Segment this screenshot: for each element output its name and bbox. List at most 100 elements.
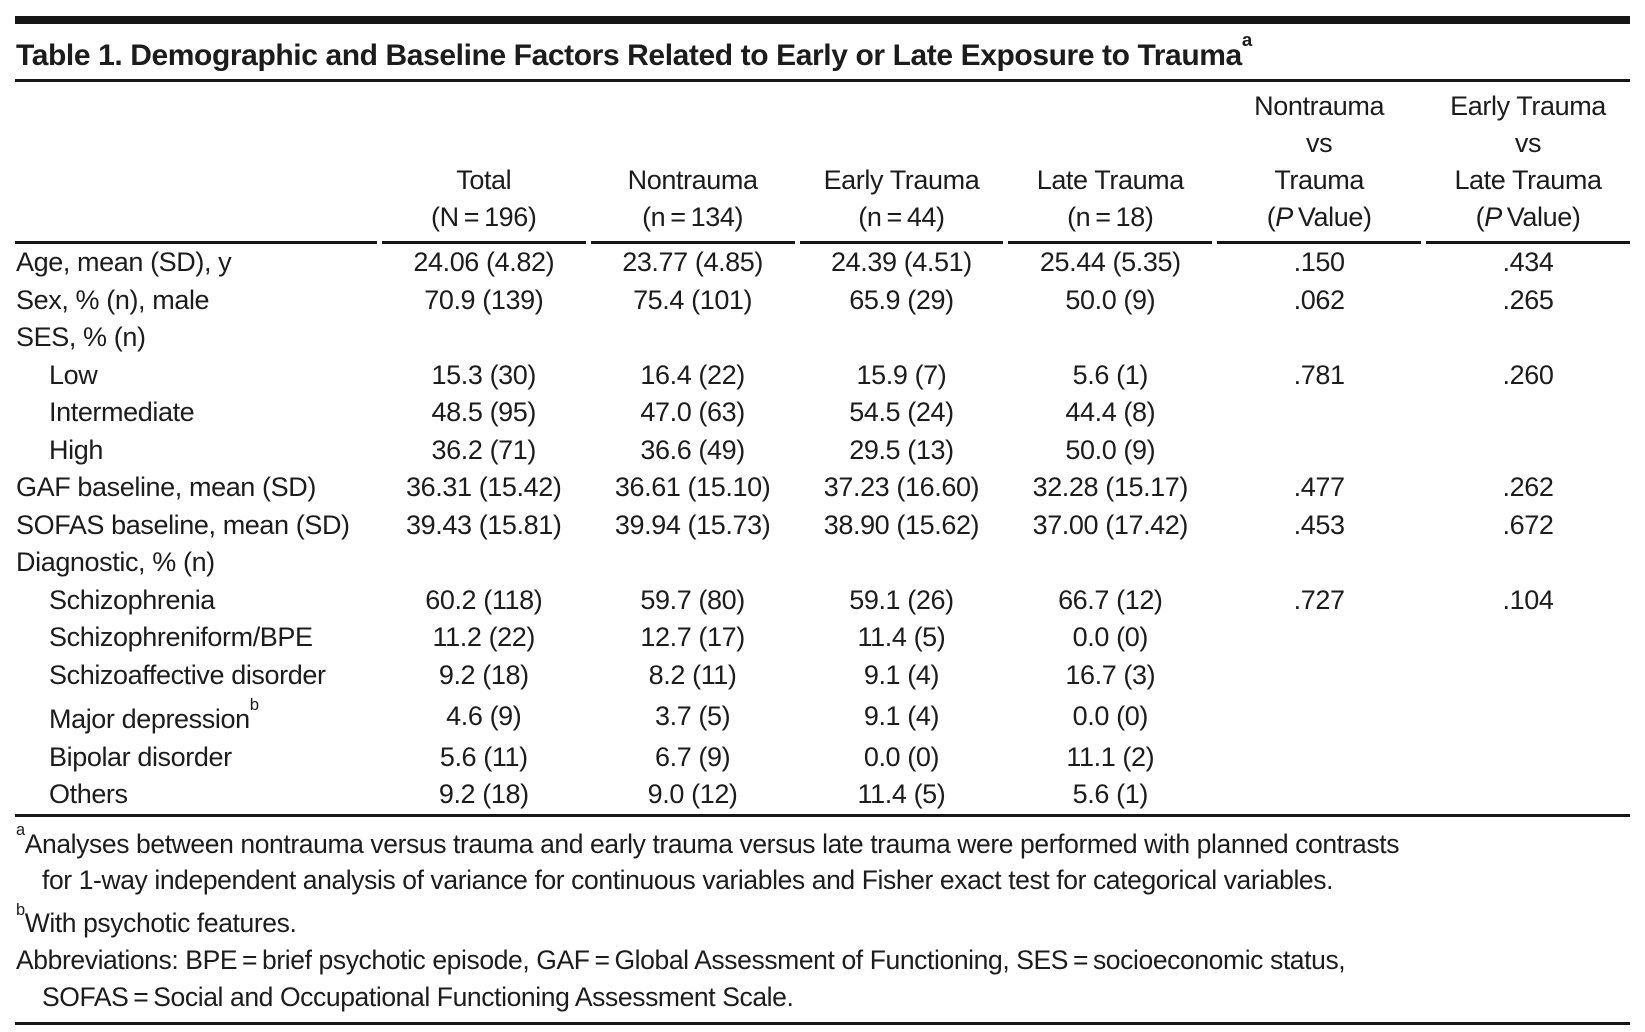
cell-value (1217, 394, 1421, 432)
cell-value (1217, 619, 1421, 657)
cell-value: 6.7 (9) (654, 741, 731, 772)
cell-value: 15.9 (7) (856, 359, 947, 390)
cell-value: 11.1 (2) (1066, 741, 1155, 772)
table-row: Schizoaffective disorder 9.2 (18) 8.2 (11)… (15, 657, 1630, 695)
row-label: SES, % (n) (16, 322, 146, 352)
cell-value: 66.7 (12) (1058, 584, 1163, 615)
cell-value (1426, 657, 1630, 695)
table-row: Intermediate 48.5 (95) 47.0 (63) 54.5 (24) 4… (15, 394, 1630, 432)
cell-value: 5.6 (1) (1072, 359, 1149, 390)
footnote-abbreviations: Abbreviations: BPE = brief psychotic epi… (16, 942, 1630, 1016)
data-table: Total (N = 196) Nontrauma (n = 134) Early Tr… (10, 82, 1635, 814)
column-header-late-trauma: Late Trauma (n = 18) (1008, 82, 1213, 244)
table-top-rule (15, 16, 1630, 24)
cell-value: .434 (1502, 247, 1554, 277)
table-body: Age, mean (SD), y 24.06 (4.82) 23.77 (4.85… (15, 244, 1630, 814)
cell-value: 3.7 (5) (654, 700, 731, 731)
footnote-b: bWith psychotic features. (16, 899, 1630, 942)
column-header-line: Early Trauma (1450, 91, 1606, 121)
column-header-line: Nontrauma (1254, 91, 1385, 121)
cell-value: .477 (1293, 472, 1345, 502)
row-label: Others (49, 779, 128, 809)
table-row: Schizophrenia 60.2 (118) 59.7 (80) 59.1 (26… (15, 582, 1630, 620)
column-header-early-vs-late-trauma: Early Trauma vs Late Trauma (P Value) (1426, 82, 1630, 244)
footnote-abbreviations-line: Abbreviations: BPE = brief psychotic epi… (16, 945, 1346, 976)
column-header-line: (n = 18) (1067, 202, 1154, 232)
cell-value: 54.5 (24) (849, 397, 954, 427)
table-content: Table 1. Demographic and Baseline Factor… (15, 16, 1630, 1026)
table-title: Table 1. Demographic and Baseline Factor… (16, 28, 1252, 72)
cell-value (1426, 619, 1630, 657)
table-header: Total (N = 196) Nontrauma (n = 134) Early Tr… (15, 82, 1630, 244)
cell-value (1008, 319, 1212, 357)
table-row: SOFAS baseline, mean (SD) 39.43 (15.81) 39… (15, 507, 1630, 545)
cell-value: 9.1 (4) (863, 659, 940, 690)
row-label: GAF baseline, mean (SD) (16, 472, 316, 502)
paper-table-figure: Table 1. Demographic and Baseline Factor… (0, 16, 1645, 1032)
cell-value: 23.77 (4.85) (622, 247, 764, 277)
cell-value: .150 (1293, 247, 1345, 277)
column-header-line: (P Value) (1475, 202, 1581, 232)
column-header-label (15, 82, 377, 244)
cell-value (1217, 694, 1421, 739)
cell-value: 0.0 (0) (1072, 700, 1149, 731)
cell-value (382, 544, 586, 582)
row-label: Age, mean (SD), y (16, 247, 232, 277)
cell-value (1426, 694, 1630, 739)
figure-bottom-rule (15, 1022, 1630, 1026)
table-row: Others 9.2 (18) 9.0 (12) 11.4 (5) 5.6 (1) (15, 776, 1630, 814)
cell-value: 39.43 (15.81) (406, 509, 562, 540)
cell-value: .781 (1293, 359, 1345, 390)
cell-value: 59.1 (26) (849, 584, 954, 615)
cell-value: 59.7 (80) (640, 584, 745, 615)
cell-value: 12.7 (17) (640, 622, 745, 652)
cell-value: .062 (1293, 284, 1345, 315)
column-header-nontrauma-vs-trauma: Nontrauma vs Trauma (P Value) (1217, 82, 1422, 244)
cell-value: 8.2 (11) (648, 659, 737, 690)
column-header-line: Early Trauma (823, 165, 980, 195)
cell-value: 15.3 (30) (431, 359, 537, 390)
cell-value: 36.6 (49) (640, 434, 745, 465)
cell-value: 48.5 (95) (431, 397, 537, 427)
column-header-line: Late Trauma (1454, 165, 1602, 195)
cell-value: 36.31 (15.42) (406, 472, 562, 502)
column-header-total: Total (N = 196) (381, 82, 586, 244)
cell-value: 39.94 (15.73) (614, 509, 771, 540)
table-row: Diagnostic, % (n) (15, 544, 1630, 582)
row-label: Schizophreniform/BPE (49, 622, 313, 652)
cell-value: 38.90 (15.62) (823, 509, 980, 540)
cell-value: 16.7 (3) (1065, 659, 1156, 690)
column-header-line: (n = 134) (642, 202, 744, 232)
cell-value: 47.0 (63) (640, 397, 745, 427)
row-label: Sex, % (n), male (16, 284, 210, 315)
row-label: Major depressionb (49, 695, 259, 734)
cell-value: .262 (1502, 472, 1554, 502)
table-row: Low 15.3 (30) 16.4 (22) 15.9 (7) 5.6 (1) .781… (15, 357, 1630, 395)
cell-value (1426, 319, 1630, 357)
cell-value: 4.6 (9) (446, 700, 522, 731)
footnote-a-line: for 1-way independent analysis of varian… (42, 865, 1334, 896)
cell-value (1217, 657, 1421, 695)
cell-value: 5.6 (1) (1072, 779, 1149, 809)
footnote-abbreviations-line: SOFAS = Social and Occupational Function… (42, 982, 794, 1013)
cell-value (1217, 544, 1421, 582)
cell-value: 5.6 (11) (439, 741, 528, 772)
table-row: Sex, % (n), male 70.9 (139) 75.4 (101) 65.9… (15, 282, 1630, 320)
cell-value: 0.0 (0) (1072, 622, 1149, 652)
cell-value: 9.1 (4) (863, 700, 940, 731)
cell-value (1426, 739, 1630, 777)
footnote-a: aAnalyses between nontrauma versus traum… (16, 820, 1630, 900)
cell-value: 37.00 (17.42) (1032, 509, 1189, 540)
cell-value (1217, 319, 1421, 357)
cell-value (1426, 544, 1630, 582)
title-bottom-rule (15, 79, 1630, 82)
cell-value: 9.2 (18) (438, 659, 529, 690)
row-label: Low (49, 359, 98, 390)
cell-value (591, 319, 795, 357)
cell-value: 37.23 (16.60) (823, 472, 980, 502)
cell-value: 11.2 (22) (432, 622, 536, 652)
row-label: Diagnostic, % (n) (16, 547, 215, 577)
row-label: SOFAS baseline, mean (SD) (16, 509, 350, 540)
row-label: Schizophrenia (49, 584, 215, 615)
column-header-line: Nontrauma (627, 165, 758, 195)
